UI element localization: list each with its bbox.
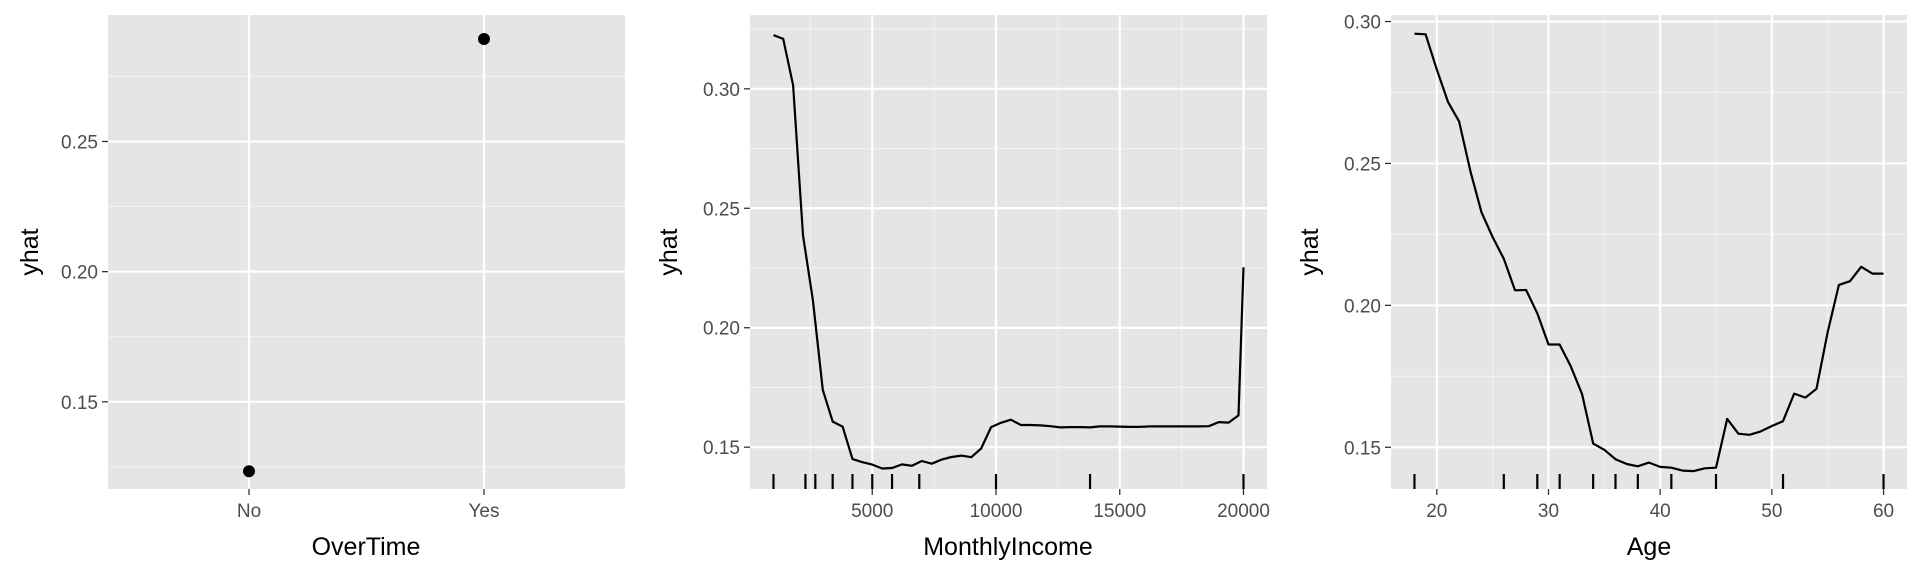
- yhat-line: [773, 34, 1245, 470]
- x-axis-title: Age: [1627, 533, 1671, 561]
- data-point-no: [243, 465, 255, 478]
- y-tick-label: 0.15: [703, 438, 740, 459]
- x-axis-title: MonthlyIncome: [923, 533, 1093, 561]
- panel-1: 0.15 0.20 0.25 No Yes OverTime yhat: [16, 15, 625, 561]
- panel-background: [108, 15, 625, 489]
- y-axis-title: yhat: [16, 228, 44, 275]
- x-tick-label: No: [237, 501, 261, 522]
- x-tick-label: 40: [1650, 501, 1671, 522]
- x-tick-label: 20000: [1217, 501, 1270, 522]
- panel-background: [750, 15, 1267, 489]
- y-tick-label: 0.30: [703, 80, 740, 101]
- x-tick-label: 30: [1538, 501, 1559, 522]
- y-tick-label: 0.20: [61, 263, 98, 284]
- data-point-yes: [478, 32, 490, 45]
- y-tick-label: 0.25: [1344, 154, 1381, 175]
- x-tick-label: 5000: [851, 501, 893, 522]
- x-tick-label: Yes: [469, 501, 500, 522]
- panel-2: 0.15 0.20 0.25 0.30 5000 10000 15000 20000 Month…: [655, 15, 1270, 561]
- x-tick-label: 50: [1761, 501, 1782, 522]
- x-tick-label: 20: [1426, 501, 1447, 522]
- y-tick-label: 0.30: [1344, 13, 1381, 34]
- y-tick-label: 0.20: [1344, 296, 1381, 317]
- y-tick-label: 0.15: [1344, 438, 1381, 459]
- x-tick-label: 15000: [1093, 501, 1146, 522]
- y-axis-title: yhat: [1296, 228, 1324, 275]
- y-tick-label: 0.15: [61, 393, 98, 414]
- panel-3: 0.15 0.20 0.25 0.30 20 30 40 50 60 Age yhat: [1296, 13, 1907, 561]
- y-tick-label: 0.25: [61, 133, 98, 154]
- x-tick-label: 60: [1873, 501, 1894, 522]
- yhat-line: [1414, 32, 1884, 473]
- y-tick-label: 0.25: [703, 199, 740, 220]
- y-axis-title: yhat: [655, 228, 683, 275]
- panel-background: [1391, 15, 1907, 489]
- x-tick-label: 10000: [970, 501, 1023, 522]
- x-axis-title: OverTime: [312, 533, 421, 561]
- y-tick-label: 0.20: [703, 319, 740, 340]
